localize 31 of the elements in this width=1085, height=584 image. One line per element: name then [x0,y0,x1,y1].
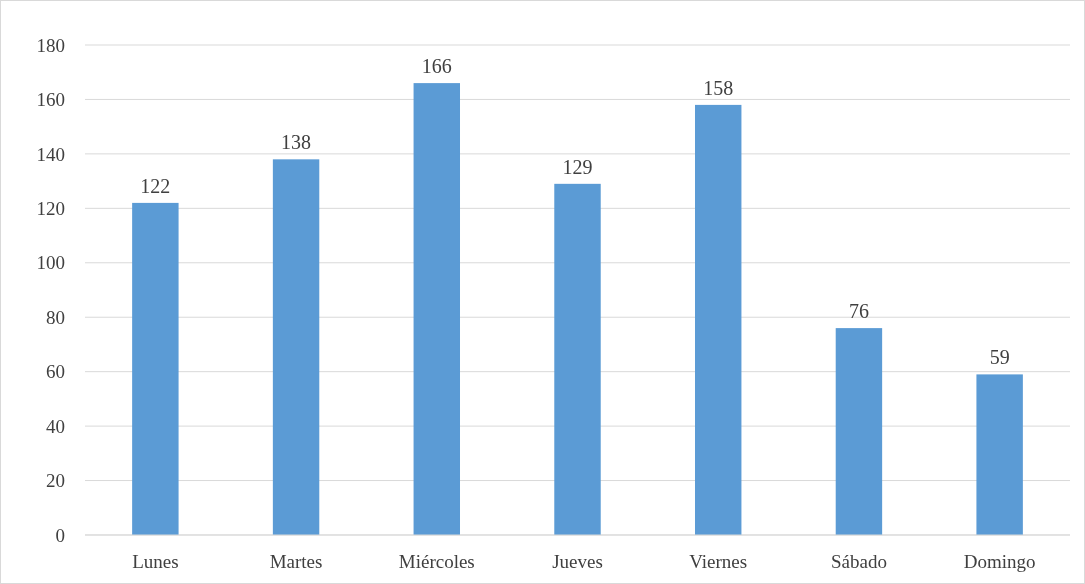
data-label: 158 [703,76,734,99]
y-tick-label: 20 [46,470,65,492]
bar [132,202,179,535]
y-tick-label: 180 [36,34,65,56]
bar [976,374,1023,535]
x-tick-label: Lunes [132,551,179,572]
data-label: 122 [140,174,171,197]
bar [413,83,460,535]
data-label: 129 [562,155,593,178]
bar [554,183,601,535]
y-tick-label: 40 [46,415,65,437]
y-tick-label: 120 [36,197,65,219]
y-tick-label: 60 [46,361,65,383]
y-tick-label: 160 [36,89,65,111]
y-tick-label: 80 [46,306,65,328]
bar [272,159,320,535]
x-tick-label: Sábado [830,551,887,572]
bar [835,328,883,535]
data-label: 138 [281,131,312,154]
x-tick-label: Miércoles [398,551,475,572]
bar [695,104,742,535]
data-label: 76 [848,300,869,323]
y-tick-label: 0 [55,524,65,546]
data-label: 59 [989,346,1010,369]
y-tick-label: 100 [36,252,65,274]
x-tick-label: Jueves [552,551,603,572]
x-tick-label: Martes [269,551,323,572]
y-tick-label: 140 [36,143,65,165]
x-tick-label: Domingo [963,551,1036,572]
data-label: 166 [421,55,452,78]
x-tick-label: Viernes [689,551,748,572]
